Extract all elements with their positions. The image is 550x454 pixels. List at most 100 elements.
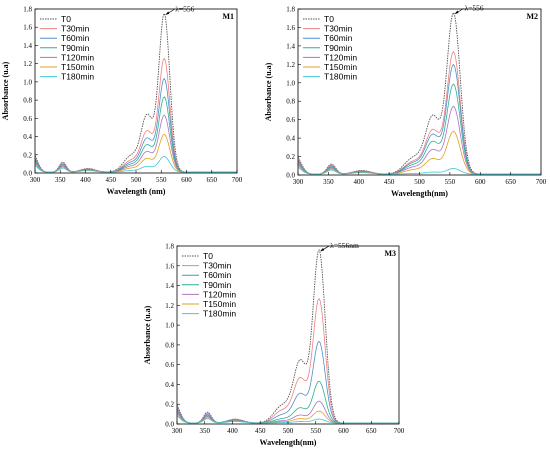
y-tick-label: 1.8 xyxy=(165,243,174,251)
peak-arrow-head xyxy=(320,247,325,252)
x-tick-label: 450 xyxy=(384,178,395,186)
y-tick-label: 0.8 xyxy=(23,97,32,105)
x-axis-title: Wavelength(nm) xyxy=(260,438,317,447)
legend-entry-t150min: T150min xyxy=(203,299,236,309)
x-tick-label: 550 xyxy=(311,427,322,435)
x-tick-label: 300 xyxy=(172,427,183,435)
y-tick-label: 1.4 xyxy=(23,42,32,50)
chart-panel-m2: 300 350 400 450 500 550 600 650 700 0.0 0.2 0.4 0.6 0… xyxy=(264,4,547,198)
x-axis-title: Wavelength(nm) xyxy=(391,189,448,198)
legend-entry-t150min: T150min xyxy=(61,62,94,72)
x-axis-title: Wavelength (nm) xyxy=(107,187,166,196)
x-tick-label: 700 xyxy=(536,178,547,186)
legend-entry-t30min: T30min xyxy=(61,24,90,34)
legend-entry-t30min: T30min xyxy=(203,261,232,271)
peak-label: λ=556 xyxy=(465,4,484,13)
x-tick-label: 550 xyxy=(156,176,167,184)
y-tick-label: 1.8 xyxy=(23,6,32,14)
chart-panel-m3: 300 350 400 450 500 550 600 650 700 0.0 0.2 0.4 0.6 0… xyxy=(143,241,405,447)
legend-entry-t180min: T180min xyxy=(203,309,236,319)
series-line-t60min xyxy=(177,340,399,424)
y-tick-label: 0.8 xyxy=(165,341,174,349)
y-tick-label: 1.6 xyxy=(286,24,295,32)
series-lines xyxy=(177,248,399,424)
x-tick-label: 450 xyxy=(106,176,117,184)
legend-entry-t60min: T60min xyxy=(61,33,90,43)
y-tick-label: 1.2 xyxy=(165,302,174,310)
legend-entry-t0: T0 xyxy=(324,14,334,24)
legend-entry-t60min: T60min xyxy=(203,270,232,280)
panel-label: M1 xyxy=(222,12,234,21)
y-tick-label: 1.6 xyxy=(165,262,174,270)
x-tick-label: 400 xyxy=(80,176,91,184)
y-tick-label: 1.2 xyxy=(286,61,295,69)
legend-entry-t60min: T60min xyxy=(324,33,353,43)
y-tick-label: 1.4 xyxy=(165,282,174,290)
x-tick-label: 600 xyxy=(338,427,349,435)
series-lines xyxy=(35,12,237,173)
peak-label: λ=556nm xyxy=(330,241,359,250)
y-tick-label: 1.2 xyxy=(23,60,32,68)
legend-entry-t180min: T180min xyxy=(324,72,357,82)
y-tick-label: 0.0 xyxy=(286,172,295,180)
y-tick-label: 0.8 xyxy=(286,98,295,106)
legend-entry-t120min: T120min xyxy=(203,289,236,299)
x-tick-label: 300 xyxy=(30,176,41,184)
y-tick-label: 1.6 xyxy=(23,24,32,32)
y-tick-label: 1.4 xyxy=(286,42,295,50)
x-tick-label: 500 xyxy=(414,178,425,186)
x-tick-label: 600 xyxy=(181,176,192,184)
panel-label: M2 xyxy=(526,12,538,21)
series-line-t90min xyxy=(177,380,399,424)
legend-entry-t150min: T150min xyxy=(324,62,357,72)
series-line-t90min xyxy=(35,96,237,173)
y-tick-label: 0.4 xyxy=(23,133,32,141)
legend-entry-t90min: T90min xyxy=(203,280,232,290)
x-tick-label: 350 xyxy=(55,176,66,184)
legend-entry-t0: T0 xyxy=(61,14,71,24)
series-line-t120min xyxy=(298,105,541,175)
legend-entry-t180min: T180min xyxy=(61,72,94,82)
y-tick-label: 0.2 xyxy=(23,151,32,159)
y-tick-label: 1.0 xyxy=(23,78,32,86)
y-tick-label: 0.6 xyxy=(286,116,295,124)
x-tick-label: 700 xyxy=(394,427,405,435)
y-axis-title: Absorbance (u.a) xyxy=(143,305,152,364)
peak-label: λ=556 xyxy=(175,4,194,13)
series-line-t90min xyxy=(298,83,541,175)
series-line-t180min xyxy=(35,156,237,173)
series-line-t120min xyxy=(35,114,237,173)
panel-label: M3 xyxy=(384,249,396,258)
x-tick-label: 550 xyxy=(445,178,456,186)
y-tick-label: 0.6 xyxy=(165,361,174,369)
x-tick-label: 600 xyxy=(475,178,486,186)
legend-entry-t30min: T30min xyxy=(324,24,353,34)
legend-entry-t90min: T90min xyxy=(324,43,353,53)
y-tick-label: 1.8 xyxy=(286,6,295,14)
chart-panel-m1: 300 350 400 450 500 550 600 650 700 0.0 0.2 0.4 0.6 0… xyxy=(1,4,243,196)
series-line-t60min xyxy=(35,77,237,173)
x-tick-label: 400 xyxy=(354,178,365,186)
legend-entry-t90min: T90min xyxy=(61,43,90,53)
y-tick-label: 0.6 xyxy=(23,115,32,123)
peak-arrow-head xyxy=(454,10,459,15)
y-tick-label: 0.4 xyxy=(286,135,295,143)
y-tick-label: 0.2 xyxy=(165,401,174,409)
x-tick-label: 450 xyxy=(255,427,266,435)
y-tick-label: 0.2 xyxy=(286,153,295,161)
y-tick-label: 1.0 xyxy=(165,322,174,330)
y-tick-label: 0.0 xyxy=(23,170,32,178)
peak-arrow-head xyxy=(165,11,170,15)
legend-entry-t0: T0 xyxy=(203,251,213,261)
x-tick-label: 300 xyxy=(293,178,304,186)
legend-entry-t120min: T120min xyxy=(324,52,357,62)
x-tick-label: 700 xyxy=(232,176,243,184)
y-axis-title: Absorbance (u.a) xyxy=(264,62,273,121)
x-tick-label: 500 xyxy=(131,176,142,184)
x-tick-label: 650 xyxy=(207,176,218,184)
y-axis-title: Absorbance (u.a) xyxy=(1,61,10,120)
y-tick-label: 1.0 xyxy=(286,79,295,87)
x-tick-label: 350 xyxy=(323,178,334,186)
x-tick-label: 650 xyxy=(505,178,516,186)
